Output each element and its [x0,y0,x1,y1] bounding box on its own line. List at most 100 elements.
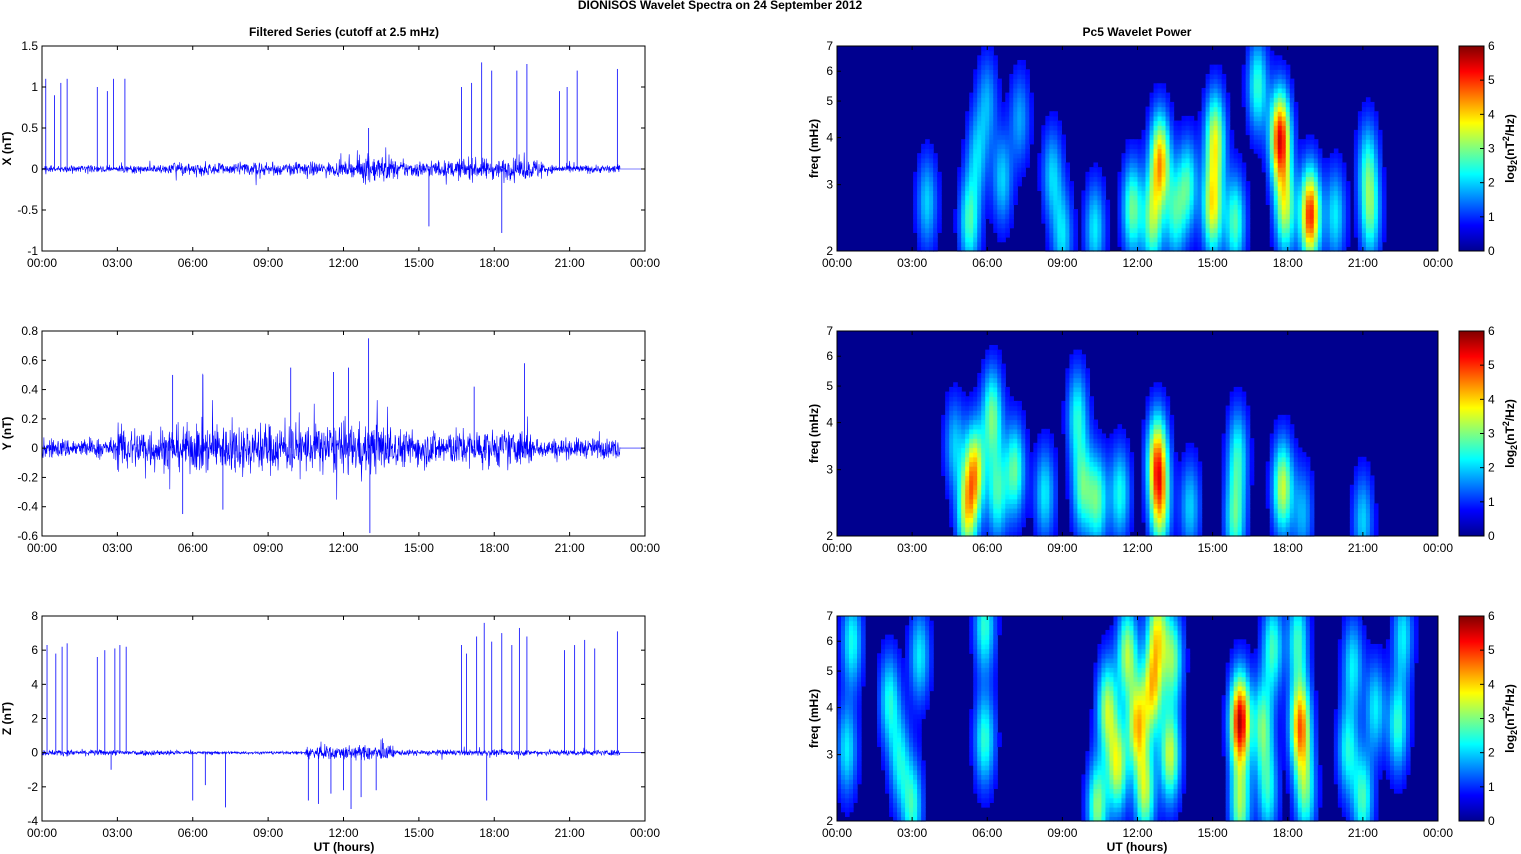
heatmap-cell [1193,120,1199,126]
heatmap-cell [1209,176,1215,182]
heatmap-cell [1037,181,1042,187]
heatmap-cell [993,489,998,495]
heatmap-cell [1165,489,1171,495]
heatmap-cell [1161,503,1167,509]
heatmap-cell [969,424,974,430]
heatmap-cell [921,218,926,224]
heatmap-cell [973,503,978,509]
heatmap-cell [1201,153,1207,159]
heatmap-cell [1025,442,1030,449]
heatmap-cell [981,59,986,66]
heatmap-cell [937,195,942,201]
heatmap-cell [1337,232,1343,238]
heatmap-cell [981,101,986,108]
heatmap-cell [1053,512,1058,518]
heatmap-cell [1073,382,1078,388]
heatmap-cell [945,452,950,458]
heatmap-cell [1149,419,1155,425]
heatmap-cell [1185,498,1191,504]
heatmap-cell [1001,162,1006,168]
heatmap-cell [1013,139,1018,145]
heatmap-cell [1245,204,1251,210]
heatmap-cell [1325,227,1331,233]
heatmap-cell [913,171,918,178]
heatmap-cell [1285,213,1291,219]
heatmap-cell [997,512,1002,518]
heatmap-cell [993,106,998,112]
heatmap-cell [1373,171,1379,178]
heatmap-cell [1085,386,1091,393]
heatmap-cell [957,223,962,229]
heatmap-cell [1149,396,1155,402]
heatmap-cell [1161,526,1167,532]
heatmap-cell [1165,190,1171,196]
heatmap-cell [1325,218,1331,224]
heatmap-cell [1161,134,1167,140]
heatmap-cell [1165,181,1171,187]
heatmap-cell [1305,246,1311,252]
heatmap-cell [1001,106,1006,112]
heatmap-cell [1029,139,1034,145]
heatmap-cell [1037,526,1042,532]
heatmap-cell [961,400,966,407]
heatmap-cell [953,410,958,416]
heatmap-cell [1229,199,1235,206]
heatmap-cell [1221,484,1227,491]
heatmap-cell [1337,227,1343,233]
heatmap-cell [1001,498,1006,504]
heatmap-cell [1085,372,1091,379]
heatmap-cell [1137,195,1143,201]
heatmap-cell [1077,424,1083,430]
heatmap-cell [1185,204,1191,210]
heatmap-cell [1005,410,1010,416]
heatmap-cell [1265,171,1271,178]
heatmap-cell [1165,157,1171,164]
heatmap-cell [1265,101,1271,108]
heatmap-cell [1313,176,1319,182]
heatmap-cell [989,153,994,159]
heatmap-cell [973,181,978,187]
heatmap-cell [1117,498,1123,504]
heatmap-cell [1121,171,1127,178]
heatmap-cell [1269,59,1275,66]
heatmap-cell [1377,176,1383,182]
heatmap-cell [1157,97,1163,103]
heatmap-cell [1149,503,1155,509]
heatmap-cell [1221,489,1227,495]
heatmap-cell [1089,209,1095,215]
heatmap-cell [1293,185,1299,192]
heatmap-cell [1205,241,1211,247]
heatmap-cell [1213,181,1219,187]
heatmap-cell [1069,199,1074,206]
heatmap-cell [1149,218,1155,224]
heatmap-cell [1017,148,1022,154]
heatmap-cell [1021,517,1026,523]
heatmap-cell [1161,115,1167,122]
heatmap-cell [1197,475,1203,481]
heatmap-cell [977,470,982,477]
heatmap-cell [1097,428,1103,435]
heatmap-cell [1293,162,1299,168]
heatmap-cell [1009,438,1014,444]
heatmap-cell [1265,111,1271,117]
heatmap-cell [929,143,934,150]
heatmap-cell [1037,503,1042,509]
heatmap-cell [1197,153,1203,159]
heatmap-cell [1049,433,1054,439]
heatmap-cell [1113,428,1119,435]
heatmap-cell [1061,199,1066,206]
heatmap-cell [1309,153,1315,159]
heatmap-cell [989,167,994,173]
x-tick-label: 00:00 [822,256,852,270]
heatmap-cell [1253,134,1259,140]
heatmap-cell [1085,237,1091,243]
heatmap-cell [1001,213,1006,219]
heatmap-cell [1217,227,1223,233]
x-tick-label: 21:00 [1348,256,1378,270]
heatmap-cell [965,195,970,201]
heatmap-cell [1285,209,1291,215]
heatmap-cell [1305,185,1311,192]
heatmap-cell [1149,139,1155,145]
heatmap-cell [1269,157,1275,164]
heatmap-cell [949,470,954,477]
